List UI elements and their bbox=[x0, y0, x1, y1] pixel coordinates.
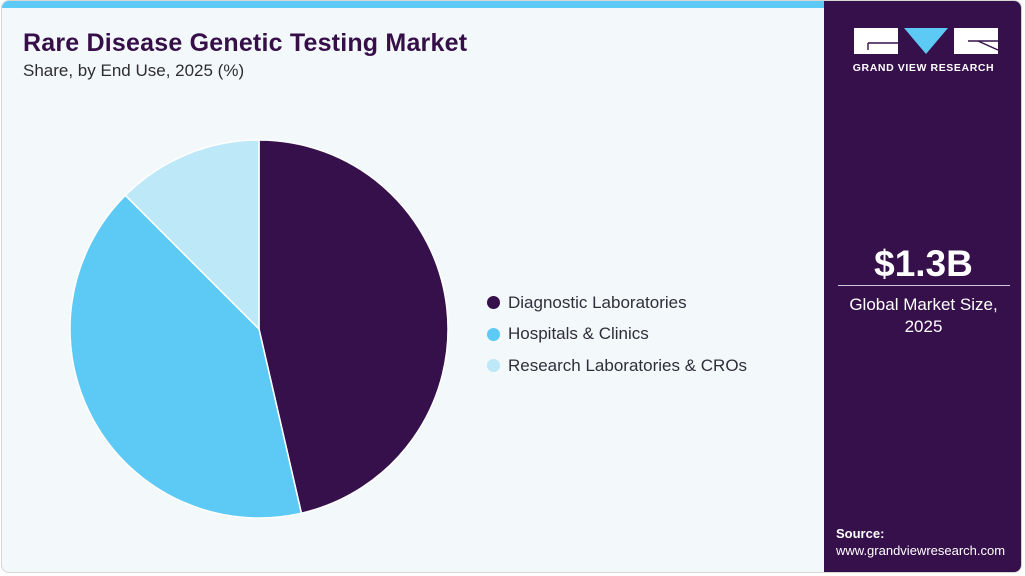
brand-name: GRAND VIEW RESEARCH bbox=[852, 62, 995, 74]
source-title: Source: bbox=[836, 526, 885, 541]
legend-item-diagnostic-laboratories: Diagnostic Laboratories bbox=[487, 287, 747, 319]
gvr-logo-icon bbox=[854, 28, 998, 54]
sidebar: GRAND VIEW RESEARCH $1.3B Global Market … bbox=[824, 1, 1021, 572]
chart-subtitle: Share, by End Use, 2025 (%) bbox=[23, 61, 245, 80]
legend-dot-icon bbox=[487, 359, 500, 373]
pie-slice-research-laboratories-cros bbox=[124, 139, 260, 331]
market-size-label: Global Market Size, 2025 bbox=[824, 294, 1021, 338]
legend-dot-icon bbox=[487, 296, 500, 310]
legend-label: Hospitals & Clinics bbox=[508, 324, 649, 344]
pie-chart bbox=[69, 139, 449, 519]
accent-bar bbox=[2, 1, 824, 8]
legend-dot-icon bbox=[487, 327, 500, 341]
source-url: www.grandviewresearch.com bbox=[836, 543, 1006, 558]
legend-item-research-laboratories-cros: Research Laboratories & CROs bbox=[487, 350, 747, 382]
market-size-value: $1.3B bbox=[874, 243, 973, 284]
chart-title: Rare Disease Genetic Testing Market bbox=[23, 29, 468, 57]
pie-slice-diagnostic-laboratories bbox=[258, 139, 449, 515]
divider bbox=[838, 285, 1010, 286]
pie-slice-hospitals-clinics bbox=[69, 194, 303, 519]
market-size-label-line1: Global Market Size, bbox=[849, 295, 998, 314]
legend-item-hospitals-clinics: Hospitals & Clinics bbox=[487, 319, 747, 351]
legend-label: Diagnostic Laboratories bbox=[508, 292, 687, 312]
legend-label: Research Laboratories & CROs bbox=[508, 355, 748, 375]
market-size-label-line2: 2025 bbox=[904, 317, 943, 336]
legend: Diagnostic Laboratories Hospitals & Clin… bbox=[487, 287, 747, 382]
